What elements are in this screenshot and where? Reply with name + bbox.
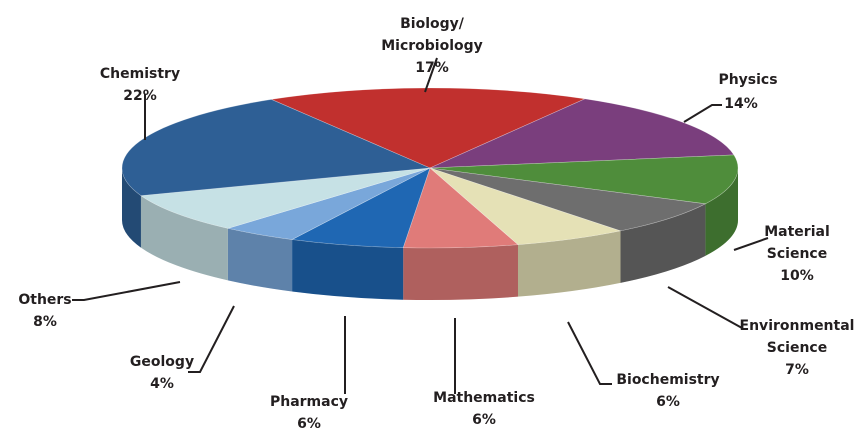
slice-side <box>140 195 228 281</box>
slice-value-label: 7% <box>785 362 809 378</box>
slice-side <box>227 228 293 292</box>
leader-line <box>733 237 769 251</box>
slice-value-label: 8% <box>33 314 57 330</box>
slice-side <box>620 203 706 283</box>
slice-label: Others <box>18 292 71 308</box>
slice-side-shade <box>517 230 621 297</box>
slice-label: Biochemistry <box>616 372 719 388</box>
slice-label: Biology/Microbiology <box>381 16 483 54</box>
slice-side-shade <box>122 168 141 248</box>
slice <box>121 99 431 196</box>
slice-value-label: 6% <box>472 412 496 428</box>
slice-value-label: 6% <box>297 416 321 428</box>
slice <box>226 167 431 240</box>
slice-side <box>292 239 404 300</box>
slice-label: Physics <box>718 72 777 88</box>
slice <box>291 167 431 249</box>
slice-label: Chemistry <box>100 66 180 82</box>
slice-side <box>705 168 738 256</box>
leader-line <box>424 57 438 93</box>
slice-side-shade <box>227 228 293 292</box>
slice-value-label: 17% <box>415 60 449 76</box>
slice <box>140 167 431 229</box>
slice <box>429 167 622 245</box>
slice-side <box>403 244 518 300</box>
leader-line <box>667 286 743 329</box>
leader-line <box>188 305 235 373</box>
slice <box>270 87 586 169</box>
slice-side <box>517 230 621 297</box>
slice-side-shade <box>292 239 404 300</box>
slice-side-shade <box>403 244 518 300</box>
slice-value-label: 10% <box>780 268 814 284</box>
leader-line <box>72 281 181 301</box>
slice-label: Material Science <box>764 224 830 262</box>
pie-sides <box>122 168 738 300</box>
slice-value-label: 22% <box>123 88 157 104</box>
slice-side-shade <box>705 168 738 256</box>
leader-line <box>567 321 612 385</box>
slice-side-shade <box>620 203 706 283</box>
slice <box>429 167 707 232</box>
slice-side-shade <box>140 195 228 281</box>
slice-label: Geology <box>130 354 194 370</box>
slice <box>402 167 519 249</box>
slice-label: Environmental Science <box>740 318 855 356</box>
slice-value-label: 6% <box>656 394 680 410</box>
leader-line <box>683 104 722 123</box>
slice-label: Pharmacy <box>270 394 348 410</box>
slice-label: Mathematics <box>433 390 535 406</box>
slice-side <box>122 168 141 248</box>
slice-value-label: 4% <box>150 376 174 392</box>
slice-value-label: 14% <box>724 96 758 112</box>
slice <box>429 154 739 205</box>
slice <box>429 98 735 169</box>
